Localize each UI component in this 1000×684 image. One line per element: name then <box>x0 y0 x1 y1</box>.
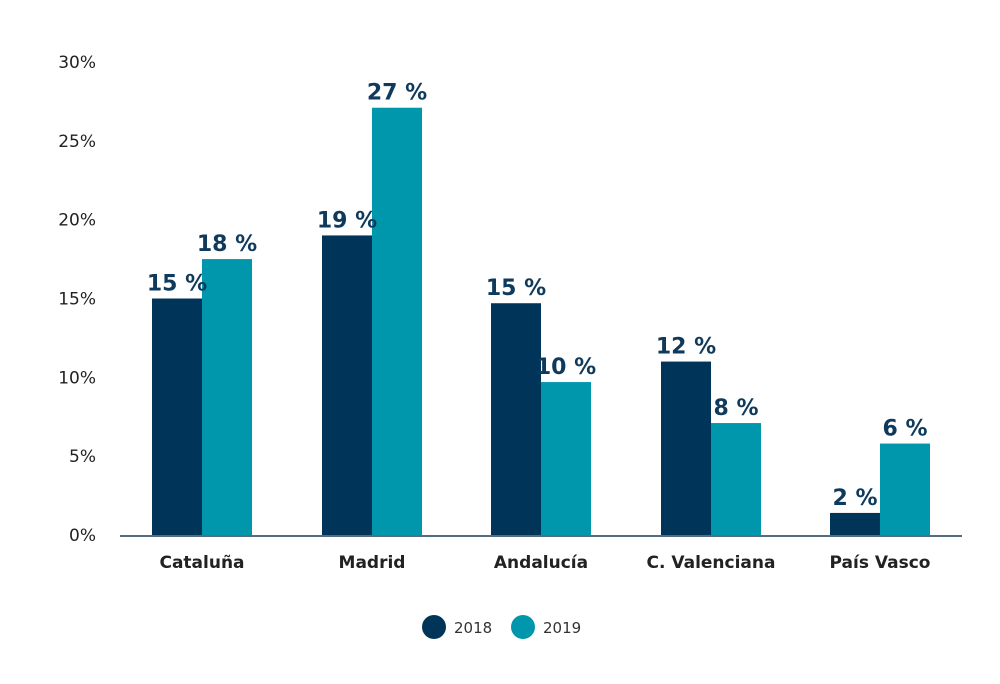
bars <box>152 107 930 536</box>
data-label: 12 % <box>656 335 716 360</box>
x-tick-label: Madrid <box>339 553 406 573</box>
bar-2019-2 <box>541 382 591 535</box>
data-label: 18 % <box>197 232 257 257</box>
data-label: 15 % <box>147 272 207 297</box>
data-label: 10 % <box>536 355 596 380</box>
bar-2019-4 <box>880 443 930 535</box>
x-tick-label: Andalucía <box>494 553 588 573</box>
y-tick-label: 20% <box>58 211 96 231</box>
bar-2018-3 <box>661 361 711 535</box>
x-tick-label: Cataluña <box>159 553 244 573</box>
y-tick-label: 10% <box>58 368 96 388</box>
data-label: 8 % <box>713 396 758 421</box>
bar-2018-0 <box>152 298 202 535</box>
legend-label: 2019 <box>543 619 581 637</box>
bar-2018-2 <box>491 303 541 535</box>
y-tick-label: 15% <box>58 290 96 310</box>
bar-2019-0 <box>202 259 252 535</box>
legend: 2018 2019 <box>422 615 581 639</box>
data-labels: 15 % 18 % 19 % 27 % 15 % 10 % 12 % 8 % 2 % 6 % <box>147 81 928 511</box>
y-tick-label: 5% <box>69 447 96 467</box>
bar-2018-4 <box>830 512 880 535</box>
y-tick-label: 30% <box>58 53 96 73</box>
legend-swatch-2019 <box>511 615 535 639</box>
data-label: 6 % <box>882 417 927 442</box>
legend-swatch-2018 <box>422 615 446 639</box>
legend-label: 2018 <box>454 619 492 637</box>
data-label: 27 % <box>367 81 427 106</box>
bar-2018-1 <box>322 235 372 535</box>
y-axis-ticks: 0% 5% 10% 15% 20% 25% 30% <box>58 53 96 546</box>
x-tick-label: C. Valenciana <box>647 553 776 573</box>
x-tick-label: País Vasco <box>830 553 931 573</box>
data-label: 2 % <box>832 486 877 511</box>
y-tick-label: 25% <box>58 132 96 152</box>
bar-2019-3 <box>711 423 761 535</box>
data-label: 15 % <box>486 276 546 301</box>
x-axis-ticks: Cataluña Madrid Andalucía C. Valenciana País… <box>159 553 930 573</box>
y-tick-label: 0% <box>69 526 96 546</box>
bar-2019-1 <box>372 107 422 536</box>
data-label: 19 % <box>317 208 377 233</box>
